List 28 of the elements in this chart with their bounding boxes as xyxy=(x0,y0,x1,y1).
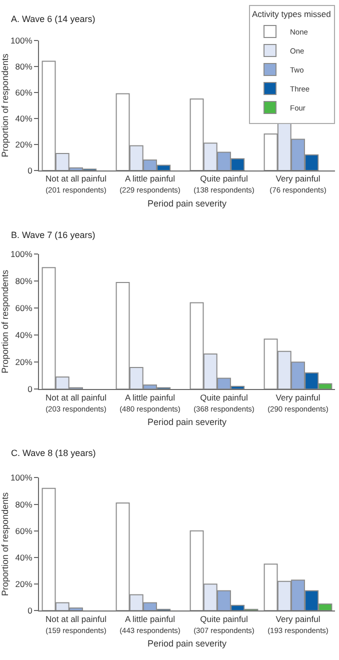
y-tick-label: 40% xyxy=(15,113,33,124)
y-tick-label: 60% xyxy=(15,87,33,98)
legend-title: Activity types missed xyxy=(252,9,332,20)
y-tick-label: 100% xyxy=(10,472,33,483)
y-tick-label: 40% xyxy=(15,552,33,562)
y-tick-label: 0 xyxy=(28,606,33,616)
y-tick-label: 20% xyxy=(15,579,33,590)
y-axis-title: Proportion of respondents xyxy=(0,269,10,374)
x-axis-title: Period pain severity xyxy=(147,638,228,649)
y-tick-label: 100% xyxy=(10,35,33,46)
y-tick-label: 20% xyxy=(15,357,33,368)
y-tick-label: 40% xyxy=(15,330,33,340)
x-axis-title: Period pain severity xyxy=(147,417,228,428)
y-axis-title: Proportion of respondents xyxy=(0,53,10,158)
y-tick-label: 60% xyxy=(15,526,33,536)
chart-title: C. Wave 8 (18 years) xyxy=(11,448,96,458)
chart-title: A. Wave 6 (14 years) xyxy=(11,14,96,24)
y-tick-label: 0 xyxy=(28,384,33,394)
x-axis-title: Period pain severity xyxy=(147,198,228,209)
y-tick-label: 80% xyxy=(15,499,33,510)
chart-title: B. Wave 7 (16 years) xyxy=(11,230,96,240)
y-tick-label: 0 xyxy=(28,165,33,176)
y-tick-label: 80% xyxy=(15,61,33,72)
y-tick-label: 20% xyxy=(15,139,33,150)
y-axis-title: Proportion of respondents xyxy=(0,492,10,596)
y-tick-label: 80% xyxy=(15,276,33,286)
y-tick-label: 60% xyxy=(15,303,33,314)
y-tick-label: 100% xyxy=(10,249,33,260)
